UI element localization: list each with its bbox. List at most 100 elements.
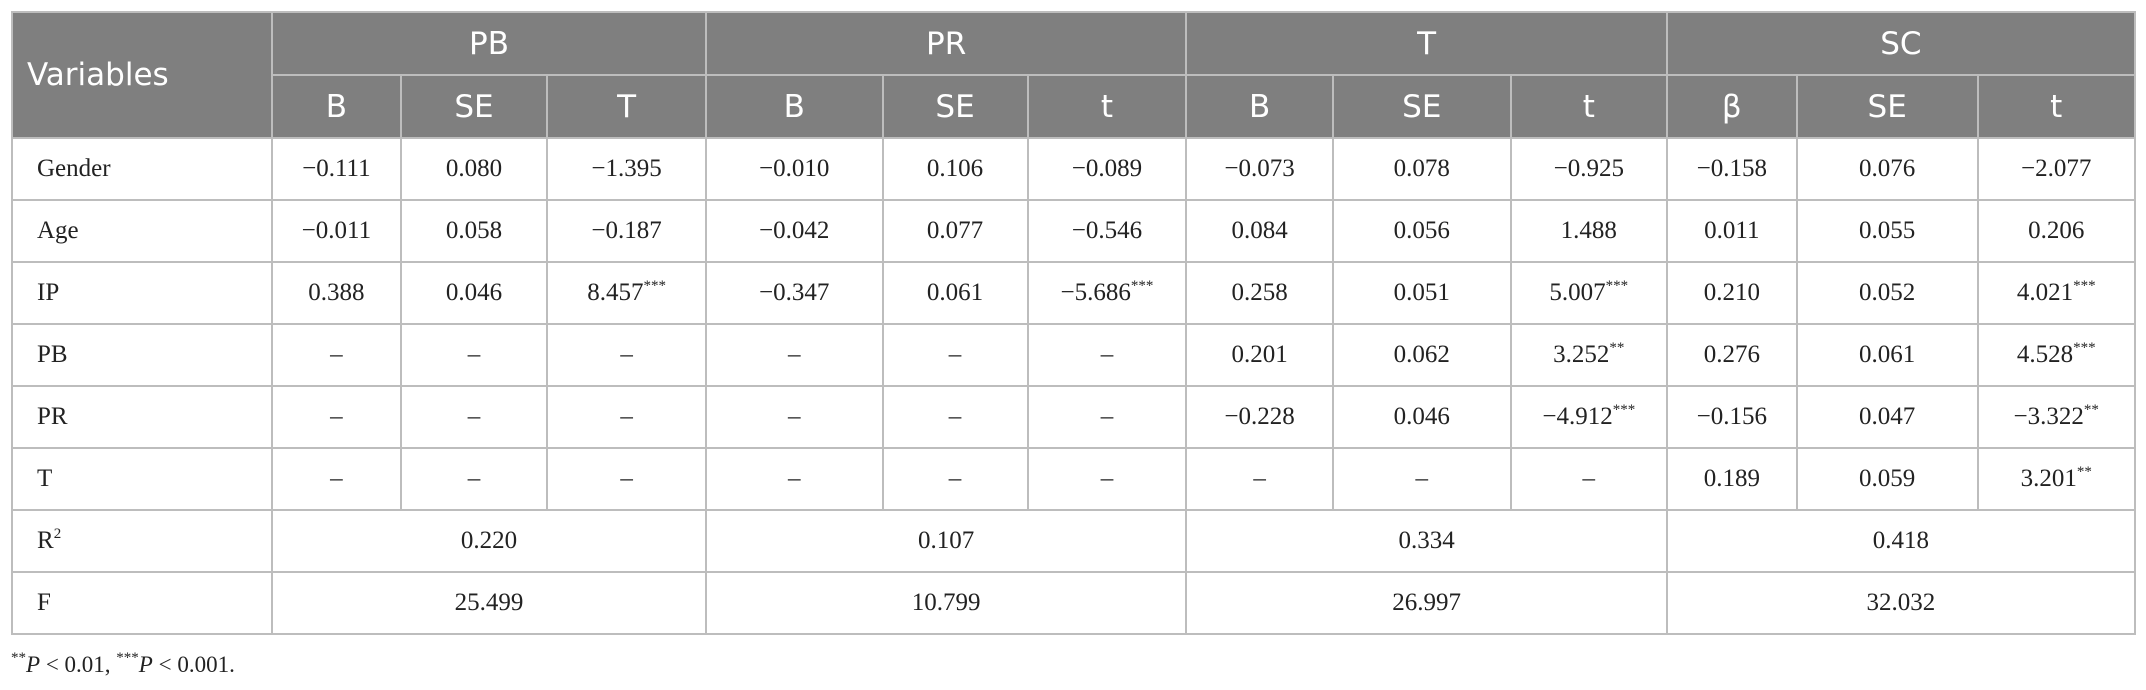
label-main: F (37, 589, 51, 616)
footnote-stars: *** (116, 650, 139, 666)
table-cell: −0.111 (271, 137, 402, 201)
table-cell: 0.258 (1185, 261, 1334, 325)
sub-header-row: B SE T B SE t B SE t β SE t (12, 74, 2136, 139)
footnote-text: < 0.01, (40, 652, 117, 677)
table-cell: 4.021*** (1976, 261, 2136, 325)
row-label: Age (10, 199, 274, 263)
sub-header: B (271, 74, 402, 139)
summary-cell: 32.032 (1665, 571, 2136, 635)
table-cell: – (1509, 447, 1668, 511)
table-cell: 8.457*** (546, 261, 707, 325)
table-cell: 0.052 (1795, 261, 1979, 325)
sub-header: SE (1331, 74, 1512, 139)
table-cell: 4.528*** (1976, 323, 2136, 387)
footnote-italic: P (26, 652, 41, 677)
table-cell: −2.077 (1976, 137, 2136, 201)
table-cell: – (271, 323, 402, 387)
table-cell: 0.061 (881, 261, 1029, 325)
table-wrap: Variables PB PR T SC B SE T B SE t B SE t β SE t Gender −0… (10, 11, 2136, 635)
table-cell: −0.073 (1185, 137, 1334, 201)
significance: *** (1605, 278, 1629, 294)
cell-value: −4.912 (1542, 403, 1613, 430)
table-cell: – (881, 385, 1029, 449)
table-cell: −4.912*** (1509, 385, 1668, 449)
table-cell: −0.347 (704, 261, 884, 325)
table-cell: 0.076 (1795, 137, 1979, 201)
group-header-row: Variables PB PR T SC (10, 11, 2136, 139)
table-cell: – (399, 323, 549, 387)
row-label: PB (10, 323, 274, 387)
significance: ** (2076, 464, 2092, 480)
table-cell: 0.078 (1331, 137, 1512, 201)
row-label: IP (10, 261, 274, 325)
table-cell: −0.546 (1026, 199, 1188, 263)
table-cell: 0.047 (1795, 385, 1979, 449)
row-label: R2 (10, 509, 274, 573)
sub-header: SE (881, 74, 1029, 139)
table-row: T – – – – – – – – –0.189 0.059 3.201** (10, 447, 2136, 511)
group-header: PB (271, 11, 707, 76)
cell-value: 4.528 (2016, 341, 2074, 368)
table-row: Gender −0.111 0.080 −1.395 −0.010 0.106 −0.089… (10, 137, 2136, 201)
table-cell: 0.046 (399, 261, 549, 325)
sub-header: B (1185, 74, 1334, 139)
table-cell: 0.059 (1795, 447, 1979, 511)
table-cell: 0.106 (881, 137, 1029, 201)
table-cell: – (1026, 385, 1188, 449)
sub-header: t (1976, 74, 2136, 139)
table-cell: 5.007*** (1509, 261, 1668, 325)
table-cell: 0.011 (1665, 199, 1798, 263)
summary-cell: 0.418 (1665, 509, 2136, 573)
sub-header: T (546, 74, 707, 139)
table-cell: −0.010 (704, 137, 884, 201)
table-cell: – (271, 385, 402, 449)
sub-header: SE (1795, 74, 1979, 139)
table-cell: −0.228 (1185, 385, 1334, 449)
summary-cell: 26.997 (1185, 571, 1668, 635)
table-cell: – (546, 323, 707, 387)
table-cell: −0.011 (271, 199, 402, 263)
table-cell: 3.201** (1976, 447, 2136, 511)
row-label: Gender (10, 137, 274, 201)
summary-row: R2 0.220 0.107 0.334 0.418 (10, 509, 2136, 573)
row-label: PR (10, 385, 274, 449)
table-row: Age −0.011 0.058 −0.187 −0.042 0.077 −0.546 0.0… (10, 199, 2136, 263)
table-cell: −0.158 (1665, 137, 1798, 201)
table-cell: 3.252** (1509, 323, 1668, 387)
group-header: PR (704, 11, 1188, 76)
table-row: PR – – – – – – −0.228 0.046 −4.912*** −0.156 0.047−… (10, 385, 2136, 449)
summary-cell: 0.220 (271, 509, 707, 573)
table-cell: – (1185, 447, 1334, 511)
table-cell: – (881, 447, 1029, 511)
significance: *** (643, 278, 666, 294)
significance: *** (2073, 340, 2096, 356)
table-cell: 0.062 (1331, 323, 1512, 387)
table-cell: 0.077 (881, 199, 1029, 263)
row-label: F (10, 571, 274, 635)
table-cell: 0.051 (1331, 261, 1512, 325)
table-cell: 0.058 (399, 199, 549, 263)
table-cell: 0.055 (1795, 199, 1979, 263)
row-label: T (10, 447, 274, 511)
table-cell: 1.488 (1509, 199, 1668, 263)
table-cell: 0.388 (271, 261, 402, 325)
significance: ** (2083, 402, 2099, 418)
table-row: PB – – – – – –0.201 0.062 3.252** 0.276 0.061 4.528… (10, 323, 2136, 387)
table-cell: −0.089 (1026, 137, 1188, 201)
group-header: Variables (10, 11, 274, 139)
table-cell: −0.156 (1665, 385, 1798, 449)
table-body: Gender −0.111 0.080 −1.395 −0.010 0.106 −0.089… (10, 137, 2136, 635)
table-cell: – (704, 447, 884, 511)
table-cell: −0.187 (546, 199, 707, 263)
table-cell: −3.322** (1976, 385, 2136, 449)
sub-header: B (704, 74, 884, 139)
table-cell: – (546, 385, 707, 449)
table-cell: −1.395 (546, 137, 707, 201)
table-head: Variables PB PR T SC B SE T B SE t B SE t β SE t (10, 11, 2136, 139)
table-cell: – (881, 323, 1029, 387)
table-cell: 0.276 (1665, 323, 1798, 387)
table-cell: −0.042 (704, 199, 884, 263)
sub-header: t (1026, 74, 1188, 139)
significance: ** (1609, 340, 1625, 356)
